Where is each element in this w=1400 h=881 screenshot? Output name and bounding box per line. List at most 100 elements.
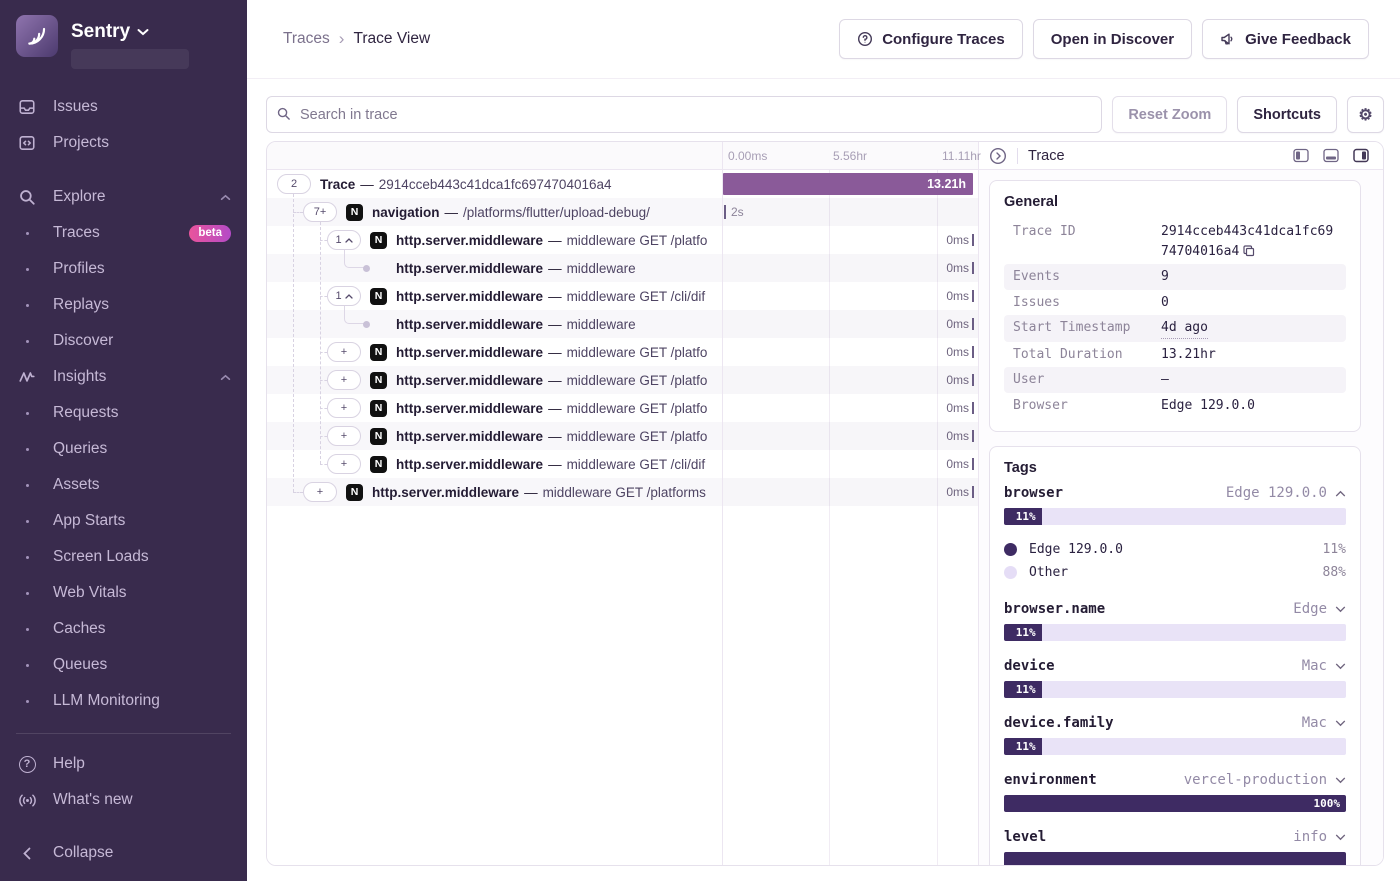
legend-row[interactable]: Other 88% [1004,561,1346,584]
legend-row[interactable]: Edge 129.0.0 11% [1004,538,1346,561]
dock-right-icon[interactable] [1353,148,1369,163]
org-switcher[interactable]: Sentry [0,0,247,75]
timeline-row[interactable]: 0ms [723,254,978,282]
span-op: http.server.middleware [396,232,544,248]
span-count-pill[interactable]: + [327,342,361,362]
settings-button[interactable]: ⚙ [1347,96,1384,133]
sidebar-item-app-starts[interactable]: App Starts [0,503,247,539]
span-count-pill[interactable]: + [327,370,361,390]
chevron-up-icon [220,194,231,201]
shortcuts-button[interactable]: Shortcuts [1237,96,1337,133]
search-input[interactable] [266,96,1103,133]
breadcrumb-traces[interactable]: Traces [283,30,330,47]
copy-icon[interactable] [1243,244,1255,257]
timeline-row[interactable]: 13.21h [723,170,978,198]
trace-row[interactable]: + N http.server.middleware — middleware GE… [267,394,722,422]
span-tick [972,402,974,414]
trace-timeline[interactable]: 13.21h 2s 0ms 0ms 0ms 0ms 0ms 0ms 0ms 0m… [723,170,979,865]
span-count-pill[interactable]: 2 [277,174,311,194]
tag-distribution-bar[interactable]: 11% [1004,624,1346,641]
trace-row[interactable]: 2 Trace —2914cceb443c41dca1fc6974704016a4 [267,170,722,198]
timeline-row[interactable]: 0ms [723,226,978,254]
sidebar-collapse-button[interactable]: Collapse [0,835,247,871]
timeline-row[interactable]: 2s [723,198,978,226]
span-count-pill[interactable]: 1 [327,230,361,250]
configure-traces-button[interactable]: Configure Traces [839,19,1023,59]
trace-row[interactable]: 1 N http.server.middleware — middleware GE… [267,282,722,310]
timeline-row[interactable]: 0ms [723,394,978,422]
timeline-row[interactable]: 0ms [723,310,978,338]
trace-row[interactable]: + N http.server.middleware — middleware GE… [267,338,722,366]
sidebar-item-llm-monitoring[interactable]: LLM Monitoring [0,683,247,719]
timeline-row[interactable]: 0ms [723,338,978,366]
trace-duration-bar[interactable]: 13.21h [723,173,973,195]
tag-value-dropdown[interactable]: Mac [1302,658,1346,674]
trace-row[interactable]: + N http.server.middleware — middleware GE… [267,366,722,394]
span-tick [972,374,974,386]
sidebar-item-whats-new[interactable]: What's new [0,782,247,818]
tag-value-dropdown[interactable]: Edge 129.0.0 [1226,485,1346,501]
tag-distribution-bar[interactable]: 11% [1004,681,1346,698]
dock-bottom-icon[interactable] [1323,148,1339,163]
timeline-row[interactable]: 0ms [723,422,978,450]
sidebar-item-discover[interactable]: Discover [0,323,247,359]
chevron-up-icon [1335,490,1346,497]
sidebar-item-help[interactable]: ? Help [0,746,247,782]
tree-guide-stub [320,352,327,353]
expand-drawer-icon[interactable] [989,147,1007,165]
span-description: middleware GET /platforms [542,484,706,500]
tag-value-dropdown[interactable]: vercel-production [1184,772,1346,788]
tag-distribution-bar[interactable] [1004,852,1346,865]
timeline-row[interactable]: 0ms [723,282,978,310]
trace-row[interactable]: http.server.middleware — middleware [267,310,722,338]
tag-distribution-bar[interactable]: 11% [1004,508,1346,525]
tag-distribution-bar[interactable]: 100% [1004,795,1346,812]
trace-row[interactable]: 7+ N navigation —/platforms/flutter/uploa… [267,198,722,226]
sidebar-section-insights[interactable]: Insights [0,359,247,395]
span-count-pill[interactable]: + [327,454,361,474]
sidebar-item-caches[interactable]: Caches [0,611,247,647]
give-feedback-button[interactable]: Give Feedback [1202,19,1369,59]
sidebar-item-replays[interactable]: Replays [0,287,247,323]
span-count-pill[interactable]: 7+ [303,202,337,222]
open-in-discover-button[interactable]: Open in Discover [1032,19,1193,59]
span-count-pill[interactable]: + [327,426,361,446]
sidebar-item-screen-loads[interactable]: Screen Loads [0,539,247,575]
trace-row[interactable]: 1 N http.server.middleware — middleware GE… [267,226,722,254]
tag-value-dropdown[interactable]: info [1293,829,1346,845]
drawer-title: Trace [1028,147,1065,164]
sidebar-item-queues[interactable]: Queues [0,647,247,683]
sidebar-item-requests[interactable]: Requests [0,395,247,431]
help-icon: ? [16,755,38,773]
tag-value-dropdown[interactable]: Mac [1302,715,1346,731]
sidebar-item-assets[interactable]: Assets [0,467,247,503]
span-description: /platforms/flutter/upload-debug/ [463,204,650,220]
timeline-row[interactable]: 0ms [723,366,978,394]
trace-row[interactable]: + N http.server.middleware — middleware GE… [267,450,722,478]
sidebar-item-web-vitals[interactable]: Web Vitals [0,575,247,611]
tree-guide-stub [320,296,327,297]
chevron-down-icon [1335,777,1346,784]
timeline-row[interactable]: 0ms [723,478,978,506]
sidebar-item-projects[interactable]: Projects [0,125,247,161]
sidebar-item-profiles[interactable]: Profiles [0,251,247,287]
sidebar-item-queries[interactable]: Queries [0,431,247,467]
span-count-pill[interactable]: + [303,482,337,502]
tag-distribution-bar[interactable]: 11% [1004,738,1346,755]
sidebar-item-label: Replays [53,296,109,313]
reset-zoom-button[interactable]: Reset Zoom [1112,96,1228,133]
trace-row[interactable]: + N http.server.middleware — middleware GE… [267,422,722,450]
chevron-up-icon [344,237,353,243]
tag-value-dropdown[interactable]: Edge [1293,601,1346,617]
sidebar-item-traces[interactable]: Traces beta [0,215,247,251]
trace-row[interactable]: + N http.server.middleware — middleware GE… [267,478,722,506]
span-count-pill[interactable]: + [327,398,361,418]
sidebar-item-issues[interactable]: Issues [0,89,247,125]
dock-left-icon[interactable] [1293,148,1309,163]
sidebar-section-explore[interactable]: Explore [0,179,247,215]
timeline-row[interactable]: 0ms [723,450,978,478]
bullet-icon [16,663,38,667]
trace-row[interactable]: http.server.middleware — middleware [267,254,722,282]
span-count-pill[interactable]: 1 [327,286,361,306]
nextjs-project-icon: N [370,231,387,249]
